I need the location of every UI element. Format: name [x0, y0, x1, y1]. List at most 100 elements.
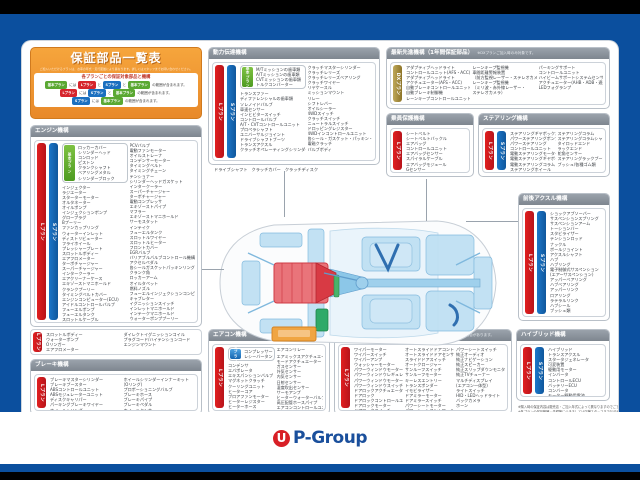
plan-tab-l[interactable]: Lプラン	[523, 347, 532, 394]
basic-items-driveline: M/Tミッションの歯車類 A/Tミッションの歯車類 CVTミッションの歯車類 トルクコ…	[253, 67, 304, 87]
list-item: トーションバー	[550, 226, 579, 232]
list-item: コンデンサーモーター	[129, 158, 171, 164]
list-item: 高圧配管ホースパイプ	[276, 399, 318, 405]
list-item: ウォーターポンププーリー	[129, 316, 179, 322]
list-item: ブッシュ/各種ゴム類	[557, 161, 596, 167]
plan-tab-label: Sプラン	[233, 345, 238, 363]
list-item: ステレオカメラ）	[472, 90, 506, 96]
list-item: フューエルタンク	[129, 229, 163, 235]
list-item: ライトスイッチ	[456, 387, 485, 393]
list-item: インテークマニホールド	[129, 311, 175, 317]
driveline-bottom-labels: ドライブシャフト クラッチカバー クラッチディスク	[214, 167, 379, 172]
list-item: プロポーショニングバルブ	[123, 387, 173, 393]
panel-advanced[interactable]: 最新先進機構（1年間保証部品） ※DXプランご加入時のみ対象です。 DXプラン ア…	[386, 47, 610, 109]
plan-tab-l[interactable]: Lプラン	[215, 347, 224, 408]
list-item: ロッカーアーム	[129, 275, 158, 281]
chip-basic: 基本プラン	[101, 97, 123, 105]
plan-tab-l[interactable]: Lプラン	[215, 65, 224, 158]
plan-tab-s[interactable]: Sプラン	[227, 65, 236, 158]
plan-tab-s[interactable]: Sプラン	[49, 143, 58, 320]
list-item: エキゾーストマニホールド	[62, 281, 111, 287]
list-item: ドアロックアクチュエーター	[354, 387, 403, 393]
plan-tab-basic[interactable]: 基本プラン	[64, 145, 75, 181]
plan-tab-l[interactable]: Lプラン	[525, 211, 534, 314]
list-item: ミッションマウント	[307, 90, 345, 96]
list-item: アダプティブヘッドライト	[406, 75, 455, 81]
list-item: アクセルワイヤー	[62, 322, 128, 323]
plan-tab-l[interactable]: Lプラン	[393, 131, 402, 170]
list-item: ラジエーター	[62, 189, 87, 195]
footer-bar	[0, 412, 640, 464]
plan-tab-s[interactable]: Sプラン	[535, 347, 544, 394]
plan-tab-dx[interactable]: DXプラン	[393, 65, 402, 102]
electrical-col3: パワーシートスイッチ 純正オーディオ 純正ナビゲーション 純正スピーカー 純正スリップダ…	[456, 347, 505, 408]
plan-tab-basic[interactable]: 基本プラン	[242, 67, 253, 87]
panel-header-advanced: 最新先進機構（1年間保証部品） ※DXプランご加入時のみ対象です。	[387, 48, 609, 59]
list-item: ブレーキブースター	[50, 382, 87, 388]
list-item: ハブリング	[550, 261, 571, 267]
list-item: パワーウィンドウスイッチ	[354, 382, 403, 388]
list-item: クラッチレリーズ	[307, 70, 341, 76]
list-item: パワーステアリングポンプ	[510, 136, 556, 142]
plan-tab-s[interactable]: Sプラン	[497, 131, 506, 170]
plan-legend-row: Lプラン には Sプラン と 基本プラン の範囲が含まれます。	[37, 89, 195, 97]
list-item: クラッチワイヤー	[307, 80, 341, 86]
list-item: レーンキープ監視機	[472, 80, 509, 86]
list-item: プラグコード/ハイテンションコード	[123, 337, 191, 343]
list-item: スロットルボディー	[62, 250, 99, 256]
list-item: ロアリング	[550, 292, 571, 298]
plan-tab-label: Lプラン	[342, 368, 348, 387]
plan-tab-l[interactable]: Lプラン	[341, 347, 350, 408]
list-item: コントロールユニット	[510, 146, 551, 152]
list-item: トルクコンバーター	[256, 82, 293, 88]
letterbox-bottom	[0, 472, 640, 480]
list-item: オートスライドドアセンサー	[405, 352, 454, 358]
list-item: バリアブルバルブコントロール機構	[129, 255, 196, 261]
list-item: モーター駆動用電池	[548, 392, 585, 397]
plan-tab-l[interactable]: Lプラン	[485, 131, 494, 170]
plan-tab-label: Sプラン	[50, 222, 56, 241]
panel-axle[interactable]: 前後アクスル機構 Lプラン Sプラン ショックアブソーバー サスペンションスプリン…	[518, 193, 610, 321]
list-item: モードアクチュエーター	[276, 359, 322, 365]
list-item: スターターモーター	[62, 194, 99, 200]
list-item: ヒーターコア	[228, 388, 253, 394]
list-item: シートベルトバックル	[406, 136, 447, 142]
plan-tab-l[interactable]: Lプラン	[37, 143, 46, 320]
plan-tab-l[interactable]: Lプラン	[37, 377, 46, 408]
panel-brake[interactable]: ブレーキ機構 Lプラン ブレーキマスターシリンダー ブレーキブースター ABSコント…	[30, 359, 202, 415]
list-item: スロットルボディー	[46, 332, 83, 337]
plan-tab-s[interactable]: Sプラン	[230, 346, 241, 362]
list-item: シリンダーブロック	[78, 175, 115, 181]
list-item: コンバータ	[548, 387, 569, 393]
list-item: マルチディスプレイ	[456, 377, 493, 383]
engine-col1: インジェクター ラジエーター スターターモーター オルタネーター オイルポンプ インジェク…	[62, 185, 128, 323]
list-item: アクスルシャフト	[550, 251, 583, 257]
chip-basic2: 基本プラン	[128, 81, 151, 89]
list-item: トランスアクスル	[240, 142, 273, 148]
panel-driveline[interactable]: 動力伝達機構 Lプラン Sプラン 基本プラン M/Tミッションの歯車類 A/Tミッ…	[208, 47, 380, 165]
list-item: インレットマニホールド	[129, 306, 175, 311]
list-item: マフラー	[129, 209, 146, 215]
list-item: ブレーキパイプ	[123, 397, 153, 403]
panel-engine[interactable]: エンジン機構 Lプラン Sプラン 基本プラン ロッカーカバー シリンダーヘッ	[30, 125, 202, 327]
list-item: ボールジョイント	[550, 246, 583, 252]
list-item: インテイク	[129, 224, 150, 230]
plan-tab-s[interactable]: Sプラン	[537, 211, 546, 314]
list-item: クランクプーリー	[62, 286, 95, 292]
panel-occupant[interactable]: 乗員保護機構 Lプラン シートベルト シートベルトバックル エアバッグ コントロールユ…	[386, 113, 474, 177]
electrical-col2: オートスライドドアコントロールユニットオートスライドドアセンサースライドドアスイ…	[405, 347, 454, 410]
panel-steering[interactable]: ステアリング機構 Lプラン Sプラン ステアリングギヤボックス パワーステアリング…	[478, 113, 610, 177]
panel-hybrid[interactable]: ハイブリッド機構 Lプラン Sプラン ハイブリッド トランスアクスル スタータジェネ…	[516, 329, 610, 401]
list-item: パワーウィンドウモーターアンプ	[354, 377, 403, 383]
list-item: パーキングブレーキワイヤー	[50, 402, 103, 408]
list-item: 自動ブレーキコントロールユニット	[406, 85, 471, 91]
list-item: 車間距離警報装置	[472, 70, 506, 76]
title-card: 保証部品一覧表 ご加入いただけるプランは、お車の年式・走行距離により異なります。…	[30, 47, 202, 119]
plan-tab-l[interactable]: Lプラン	[33, 332, 42, 352]
list-item: リヤケースル	[307, 85, 332, 91]
list-item: タイロッドエンド	[557, 141, 591, 147]
list-item: ホイールセンサー	[123, 407, 157, 411]
list-item: エキスパンションバルブ	[228, 373, 274, 379]
list-item: HID・LEDヘッドライト	[456, 392, 501, 398]
list-item: インジェクションポンプ	[62, 210, 107, 216]
